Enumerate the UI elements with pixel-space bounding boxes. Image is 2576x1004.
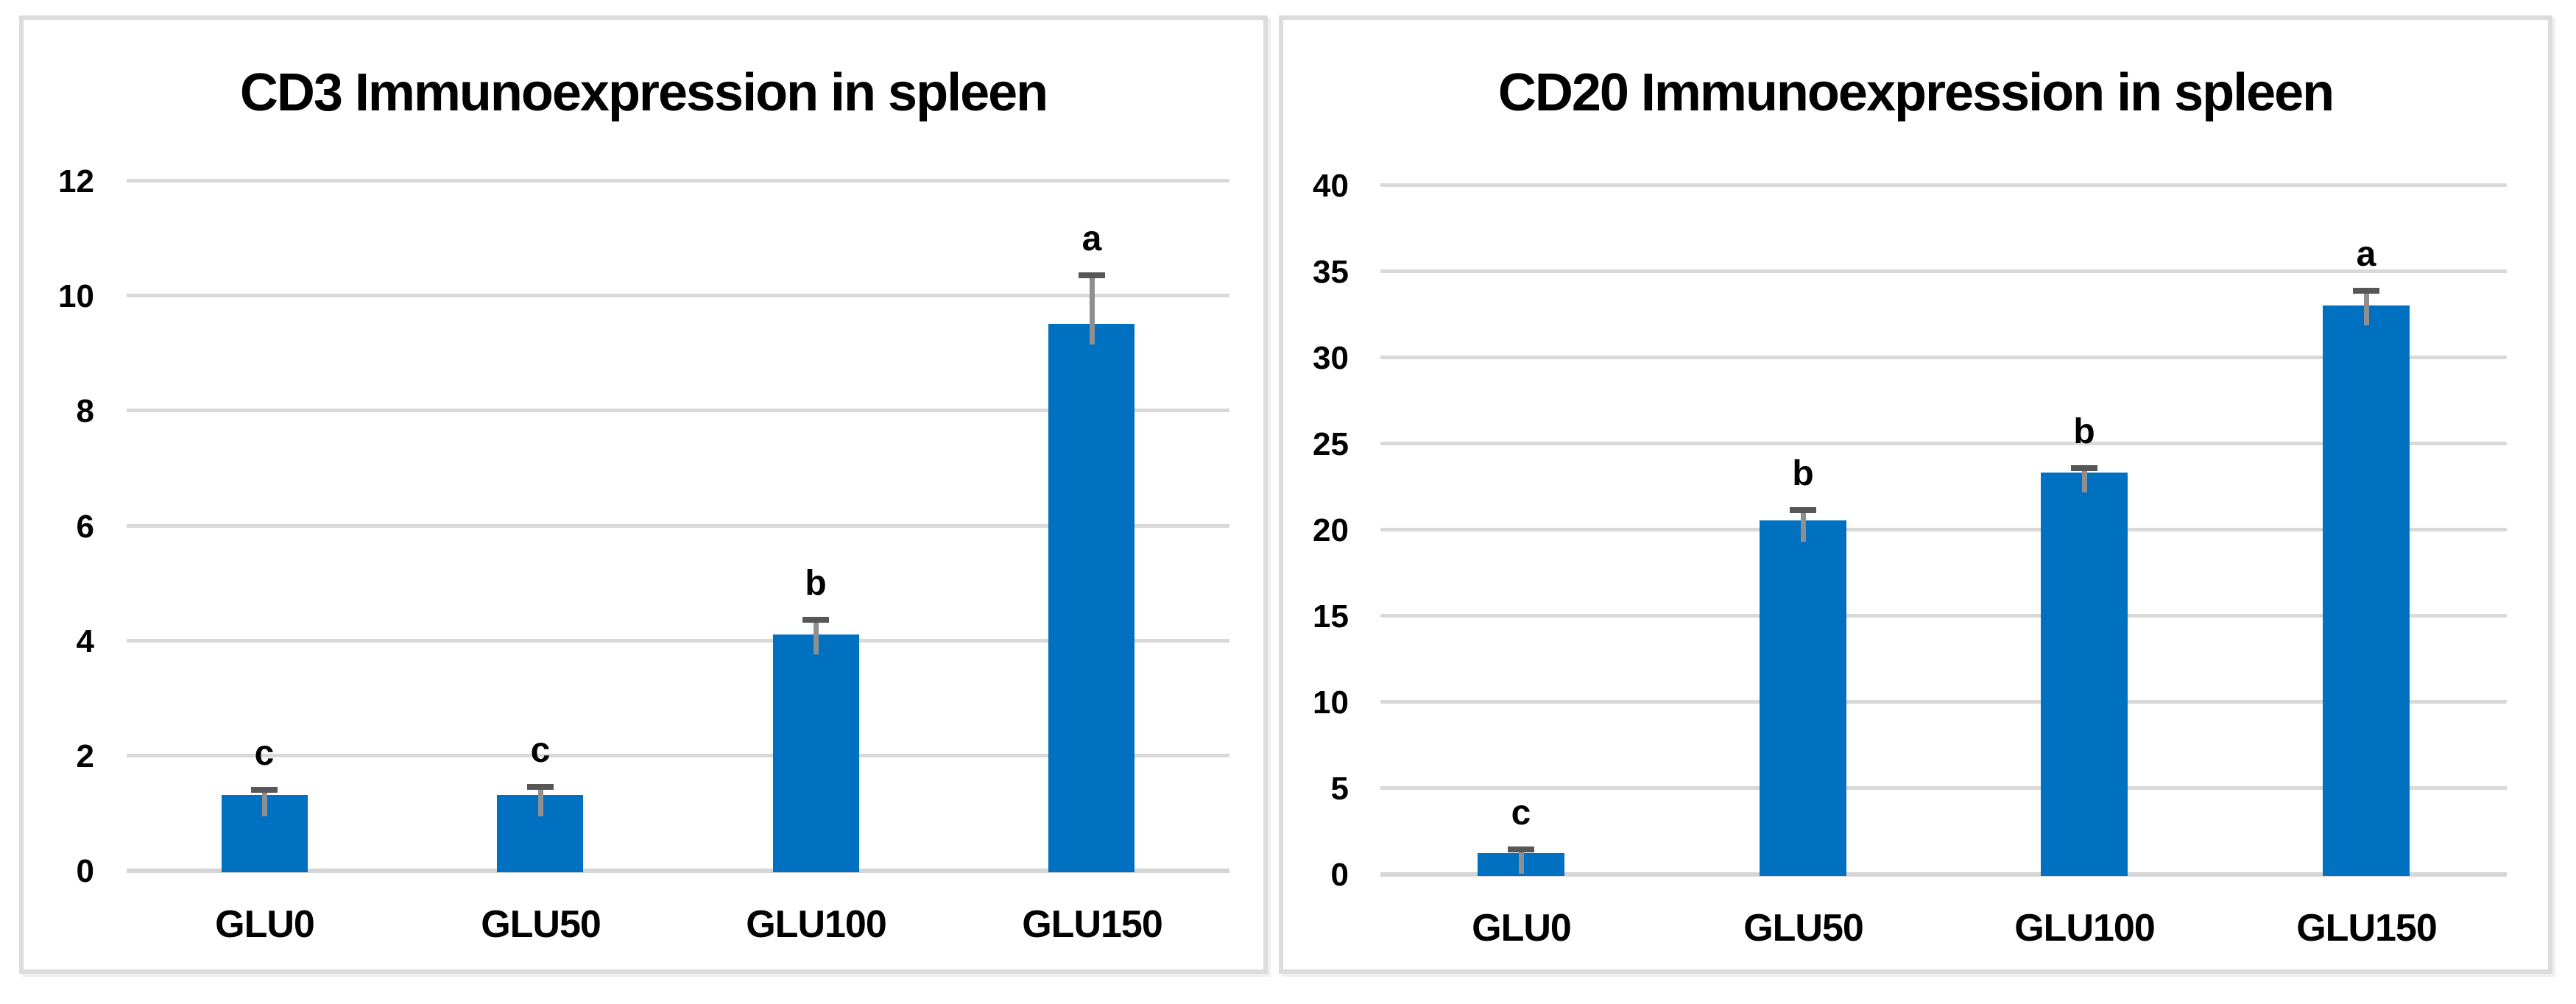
error-bar-cap [802,617,829,623]
significance-letter: c [254,734,275,773]
y-tick-label: 2 [76,738,94,774]
significance-letter: a [1081,219,1102,258]
y-tick-label: 25 [1313,426,1349,462]
x-category-label: GLU150 [2296,907,2438,950]
y-tick-label: 15 [1313,598,1349,634]
chart-panel-cd20: CD20 Immunoexpression in spleen 0 5 10 15 20… [1279,15,2552,974]
gridline [127,523,1229,528]
y-tick-label: 4 [76,623,94,660]
y-tick-label: 35 [1313,254,1349,290]
error-bar-cap [251,787,278,793]
significance-letter: b [805,564,827,603]
y-tick-label: 8 [76,393,94,430]
y-tick-label: 12 [58,163,94,199]
bar-glu150 [1048,324,1135,872]
x-category-label: GLU150 [1022,903,1163,946]
error-bar-cap [2071,465,2097,471]
error-bar-cap [1508,846,1534,852]
gridline [1380,183,2507,187]
gridline [1380,269,2507,273]
significance-letter: b [2073,412,2095,451]
y-tick-label: 20 [1313,512,1349,548]
error-bar-cap [2353,288,2379,294]
gridline [127,753,1229,757]
error-bar-line [1090,272,1095,344]
y-tick-label: 6 [76,508,94,545]
x-axis-line [127,869,1229,873]
chart-panel-cd3: CD3 Immunoexpression in spleen 0 2 4 6 8 10 12… [19,15,1268,974]
error-bar-line [814,617,819,654]
y-tick-label: 10 [58,278,94,315]
y-tick-label: 0 [76,853,94,889]
bar-glu50 [1760,520,1846,876]
gridline [1380,356,2507,359]
x-category-label: GLU50 [1743,907,1864,950]
significance-letter: c [530,731,551,770]
chart-title-cd3: CD3 Immunoexpression in spleen [239,63,1048,122]
error-bar-line [2082,465,2087,492]
x-category-label: GLU100 [2014,907,2156,950]
error-bar-cap [527,784,554,790]
error-bar-line [538,784,543,816]
bar-glu100 [773,634,859,872]
gridline [1380,786,2507,790]
x-category-label: GLU0 [215,903,315,946]
gridline [127,179,1229,183]
error-bar-line [1519,846,1524,874]
y-tick-label: 5 [1330,771,1349,807]
gridline [127,638,1229,643]
gridline [1380,614,2507,618]
error-bar-cap [1079,272,1105,278]
error-bar-line [2364,288,2369,325]
gridline [127,409,1229,413]
y-tick-label: 0 [1330,857,1349,893]
gridline [1380,528,2507,531]
chart-title-cd20: CD20 Immunoexpression in spleen [1497,63,2335,122]
significance-letter: c [1511,793,1531,832]
gridline [1380,442,2507,445]
plot-area-cd20: 0 5 10 15 20 25 30 35 40 c GLU0 b GLU50 b GLU100 a GLU15… [1283,20,2548,969]
gridline [1380,700,2507,704]
error-bar-line [1801,507,1806,542]
gridline [127,294,1229,298]
significance-letter: b [1792,454,1814,493]
bar-glu150 [2323,305,2410,876]
x-category-label: GLU0 [1472,907,1572,950]
y-tick-label: 40 [1313,168,1349,204]
y-tick-label: 10 [1313,685,1349,721]
plot-area-cd3: 0 2 4 6 8 10 12 c GLU0 c GLU50 b GLU100 a GLU150 [24,20,1263,969]
x-axis-line [1380,872,2507,877]
bar-glu100 [2041,473,2128,876]
y-tick-label: 30 [1313,340,1349,376]
x-category-label: GLU100 [746,903,887,946]
error-bar-line [262,787,267,816]
x-category-label: GLU50 [481,903,601,946]
error-bar-cap [1790,507,1816,513]
significance-letter: a [2356,235,2376,274]
